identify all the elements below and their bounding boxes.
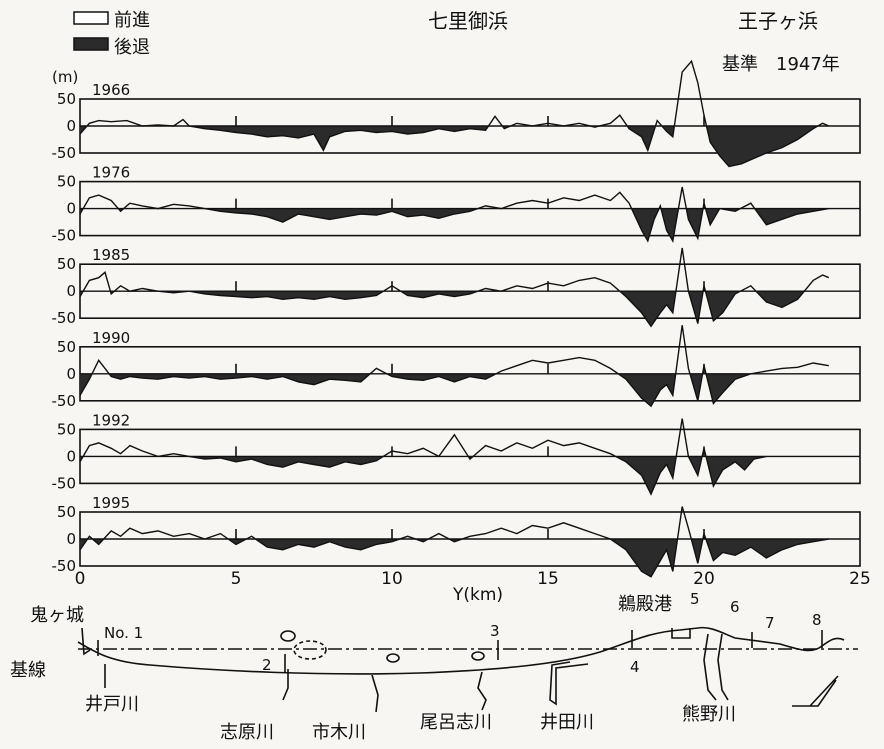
series-line: [79, 247, 830, 328]
y-tick-label: 0: [66, 117, 76, 135]
north-arrow: [792, 675, 839, 707]
profile-start-label: No. 1: [104, 624, 143, 642]
x-tick-label: 10: [381, 569, 403, 589]
panel-1995: 50 0 -50 1995: [52, 494, 861, 578]
coastline: [77, 626, 845, 675]
reference-year-label: 基準 1947年: [722, 54, 840, 75]
panel-1976: 50 0 -50 1976: [52, 164, 861, 245]
y-tick-label: 50: [57, 338, 76, 356]
y-tick-label: 0: [66, 282, 76, 300]
y-tick-label: 0: [66, 530, 76, 548]
north-arrow-icon: [792, 675, 839, 707]
chart-subtitle: 王子ヶ浜: [738, 9, 818, 33]
retreat-area: [80, 373, 829, 407]
x-tick-label: 15: [537, 569, 559, 589]
legend-retreat-label: 後退: [114, 37, 150, 58]
profile-number: 8: [812, 611, 822, 629]
y-tick-label: 0: [66, 447, 76, 465]
river-shiharagawa: [282, 669, 289, 701]
river-idagawa: [549, 661, 589, 706]
x-tick-label: 5: [231, 569, 242, 589]
x-tick-label: 20: [693, 569, 715, 589]
river-label-idogawa: 井戸川: [85, 694, 139, 715]
panel-1990: 50 0 -50 1990: [52, 325, 861, 410]
chart-title: 七里御浜: [428, 9, 508, 33]
series-line: [79, 186, 829, 244]
y-tick-label: 50: [57, 90, 76, 108]
profile-number: 6: [730, 598, 740, 616]
series-line: [79, 506, 829, 578]
series-line: [79, 325, 829, 408]
retreat-area: [80, 456, 767, 495]
river-label-kumanogawa: 熊野川: [682, 704, 736, 725]
offshore-shoal: [280, 630, 296, 642]
y-tick-label: -50: [52, 227, 77, 245]
legend: 前進 後退: [73, 10, 150, 58]
x-tick-label: 0: [75, 569, 86, 589]
profile-number: 7: [765, 614, 775, 632]
port-breakwater: [671, 628, 691, 639]
profile-number: 3: [490, 622, 500, 640]
y-tick-label: -50: [52, 557, 77, 575]
x-axis: 0 5 10 15 20 25: [75, 569, 871, 589]
panel-year-label: 1985: [92, 246, 130, 264]
river-ichikigawa: [371, 674, 379, 713]
x-axis-label: Y(km): [452, 585, 503, 605]
legend-advance-swatch: [73, 11, 109, 25]
offshore-shoal: [293, 640, 327, 660]
onigajo-headland: [81, 627, 91, 656]
y-unit-label: (m): [52, 68, 78, 86]
map-title: 鬼ヶ城: [30, 605, 84, 626]
map-labels: 鬼ヶ城 No. 1 基線 鵜殿港 2 3 4 5 6 7 8 井戸川 志原川 市…: [10, 590, 822, 743]
offshore-features: [280, 630, 485, 663]
panel-1966: 50 0 -50 1966: [52, 59, 861, 168]
river-label-ichikigawa: 市木川: [312, 722, 366, 743]
panel-year-label: 1976: [92, 164, 130, 182]
series-line: [79, 59, 830, 168]
profile-ticks: [97, 630, 823, 672]
river-oroshigawa: [477, 671, 487, 711]
y-tick-label: -50: [52, 392, 77, 410]
y-tick-label: -50: [52, 309, 77, 327]
panel-year-label: 1995: [92, 494, 130, 512]
y-tick-label: 0: [66, 365, 76, 383]
panel-year-label: 1966: [92, 81, 130, 99]
y-tick-label: 50: [57, 503, 76, 521]
y-tick-label: 50: [57, 173, 76, 191]
y-tick-label: 50: [57, 255, 76, 273]
panel-1992: 50 0 -50 1992: [52, 411, 861, 496]
baseline-label: 基線: [10, 660, 46, 681]
profile-number: 2: [262, 656, 272, 674]
panel-1985: 50 0 -50 1985: [52, 246, 861, 328]
y-tick-label: -50: [52, 474, 77, 492]
y-tick-label: -50: [52, 144, 77, 162]
retreat-area: [80, 539, 829, 577]
series-line: [79, 418, 767, 496]
river-label-oroshigawa: 尾呂志川: [420, 712, 492, 733]
x-tick-label: 25: [849, 569, 871, 589]
offshore-shoal: [386, 653, 400, 663]
profile-number: 5: [690, 590, 700, 608]
river-kumanogawa: [703, 633, 729, 701]
panel-year-label: 1992: [92, 411, 130, 429]
river-label-idagawa: 井田川: [540, 712, 594, 733]
port-label: 鵜殿港: [618, 594, 672, 615]
offshore-shoal: [471, 651, 485, 661]
retreat-area: [80, 291, 805, 327]
river-lines: [104, 633, 729, 713]
panel-year-label: 1990: [92, 329, 130, 347]
location-map: [77, 626, 858, 713]
panels: 50 0 -50 1966 50 0 -50 1976 50 0 -50 1985 50 0 -50 1990…: [52, 59, 861, 578]
profile-number: 4: [630, 658, 640, 676]
legend-advance-label: 前進: [114, 10, 150, 31]
retreat-area: [80, 208, 829, 241]
river-label-shiharagawa: 志原川: [220, 722, 274, 743]
legend-retreat-swatch: [73, 37, 109, 51]
y-tick-label: 0: [66, 200, 76, 218]
y-tick-label: 50: [57, 420, 76, 438]
